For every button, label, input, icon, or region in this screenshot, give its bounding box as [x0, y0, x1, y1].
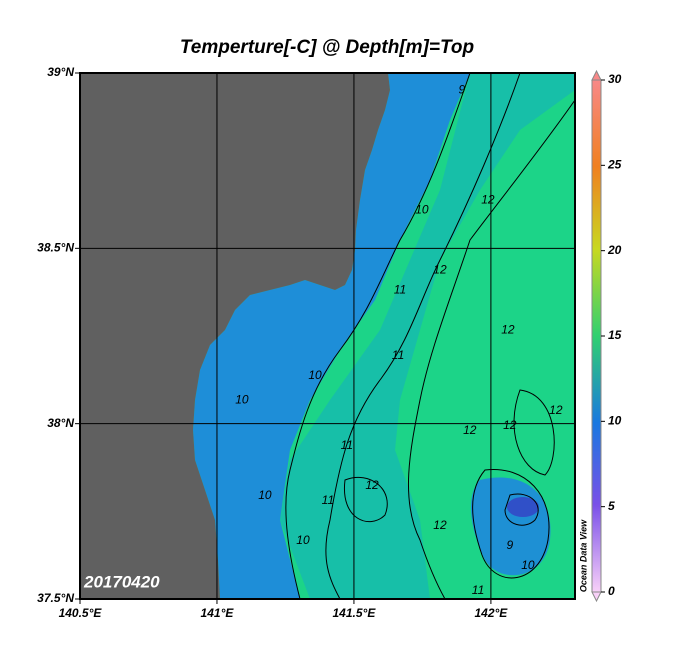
- colorbar-tick-label: 20: [607, 243, 622, 257]
- x-tick-label: 141.5°E: [333, 606, 377, 620]
- y-tick-label: 39°N: [47, 65, 74, 79]
- watermark: Ocean Data View: [578, 519, 588, 592]
- colorbar-tick-label: 0: [608, 584, 615, 598]
- contour-label: 12: [503, 418, 517, 432]
- contour-label: 10: [235, 393, 249, 407]
- contour-label: 10: [296, 533, 310, 547]
- x-tick-label: 142°E: [474, 606, 508, 620]
- contour-label: 12: [433, 518, 447, 532]
- contour-label: 12: [463, 423, 477, 437]
- map-frame: [79, 72, 576, 600]
- map-title: Temperture[-C] @ Depth[m]=Top: [180, 37, 474, 58]
- y-tick-label: 38.5°N: [37, 241, 74, 255]
- y-tick-label: 37.5°N: [37, 591, 74, 605]
- contour-label: 10: [521, 558, 535, 572]
- land: [80, 73, 390, 599]
- contour-label: 10: [308, 368, 322, 382]
- contour-label: 9: [459, 82, 466, 96]
- contour-label: 9: [506, 538, 513, 552]
- colorbar-tick-label: 25: [607, 158, 622, 172]
- contour-label: 12: [481, 192, 495, 206]
- contour-12-west: [344, 476, 388, 523]
- cold-core: [507, 497, 539, 517]
- contour-label: 10: [258, 488, 272, 502]
- contour-label: 11: [392, 348, 404, 362]
- x-tick-label: 141°E: [201, 606, 235, 620]
- contour-11-eddy: [472, 468, 550, 579]
- contour-label: 12: [365, 478, 379, 492]
- colorbar-tick-label: 5: [608, 499, 615, 513]
- date-label: 20170420: [83, 572, 160, 591]
- colorbar-arrow-top: [591, 69, 602, 81]
- contour-12: [408, 99, 575, 599]
- contour-11: [325, 73, 521, 599]
- contour-label: 11: [322, 493, 334, 507]
- contour-label: 12: [433, 263, 447, 277]
- contour-12-east: [513, 389, 555, 476]
- contour-label: 11: [341, 438, 353, 452]
- contour-label: 12: [501, 323, 515, 337]
- y-tick-label: 38°N: [47, 416, 74, 430]
- colorbar: [591, 79, 602, 593]
- contour-label: 11: [394, 283, 406, 297]
- colorbar-tick-label: 10: [608, 414, 622, 428]
- contour-9-eddy: [504, 493, 539, 526]
- contour-label: 11: [472, 583, 484, 597]
- ocean-coastal: [193, 73, 470, 599]
- colorbar-tick-label: 15: [608, 328, 622, 342]
- contour-10: [285, 73, 471, 599]
- contour-label: 10: [415, 202, 429, 216]
- contour-label: 12: [549, 403, 563, 417]
- colorbar-tick-label: 30: [608, 72, 622, 86]
- x-tick-label: 140.5°E: [59, 606, 103, 620]
- colorbar-arrow-bottom: [591, 591, 602, 603]
